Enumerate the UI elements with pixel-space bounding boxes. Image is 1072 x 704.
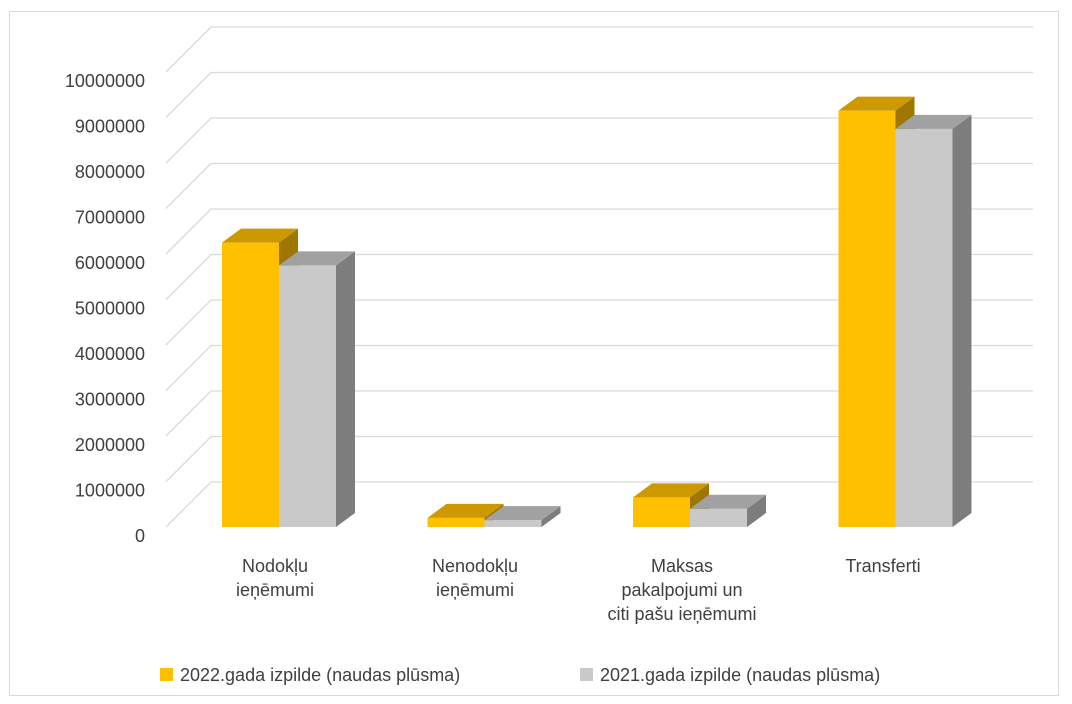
gridlines	[165, 26, 1033, 528]
y-tick-label: 10000000	[65, 71, 145, 91]
legend-swatch	[580, 668, 593, 681]
x-tick-label: Nenodokļu ieņēmumi	[432, 556, 518, 600]
y-tick-label: 1000000	[75, 481, 145, 501]
y-tick-label: 9000000	[75, 117, 145, 137]
bar-front	[690, 508, 747, 527]
y-tick-label: 6000000	[75, 253, 145, 273]
gridline	[165, 299, 1033, 346]
bar-top	[484, 506, 561, 521]
gridline	[165, 26, 1033, 73]
bar-front	[895, 128, 953, 527]
bar-front	[633, 497, 690, 527]
bar-top	[427, 503, 504, 518]
y-tick-label: 2000000	[75, 435, 145, 455]
y-tick-label: 8000000	[75, 162, 145, 182]
bar-front	[484, 520, 542, 527]
bar-front	[279, 265, 336, 527]
legend-label: 2022.gada izpilde (naudas plūsma)	[180, 665, 460, 685]
bar-side	[541, 506, 561, 527]
gridline	[165, 344, 1033, 391]
y-tick-label: 5000000	[75, 299, 145, 319]
bar-front	[222, 242, 279, 527]
bar-side	[747, 494, 766, 527]
legend-label: 2021.gada izpilde (naudas plūsma)	[600, 665, 880, 685]
bar-top	[895, 114, 972, 129]
bar	[690, 494, 766, 527]
y-tick-label: 7000000	[75, 208, 145, 228]
x-tick-label: Nodokļu ieņēmumi	[236, 556, 314, 600]
x-tick-label: Maksas pakalpojumi un citi pašu ieņēmumi	[607, 556, 756, 624]
y-tick-label: 3000000	[75, 390, 145, 410]
bar-top	[690, 494, 766, 509]
bar-top	[279, 251, 355, 266]
bar-front	[427, 517, 485, 527]
bars	[222, 96, 972, 528]
y-tick-label: 4000000	[75, 344, 145, 364]
bar-top	[838, 96, 915, 111]
legend: 2022.gada izpilde (naudas plūsma) 2021.ga…	[160, 665, 880, 685]
y-axis-ticks: 0 1000000 2000000 3000000 4000000 5000000 6000…	[65, 71, 145, 546]
x-axis-labels: Nodokļu ieņēmumi Nenodokļu ieņēmumi Maksas pa…	[236, 556, 921, 624]
bar	[279, 251, 355, 527]
bar-side	[952, 114, 972, 527]
gridline	[165, 162, 1033, 209]
x-tick-label: Transferti	[845, 556, 920, 576]
gridline	[165, 208, 1033, 255]
legend-swatch	[160, 668, 173, 681]
bar-side	[336, 251, 355, 527]
gridline	[165, 390, 1033, 437]
y-tick-label: 0	[135, 526, 145, 546]
gridline	[165, 481, 1033, 528]
bar	[895, 114, 972, 527]
bar-top	[222, 228, 298, 243]
bar-top	[633, 483, 709, 498]
gridline	[165, 435, 1033, 482]
bar	[484, 506, 561, 527]
gridline	[165, 117, 1033, 164]
bar-front	[838, 110, 896, 528]
gridline	[165, 71, 1033, 118]
gridline	[165, 253, 1033, 300]
